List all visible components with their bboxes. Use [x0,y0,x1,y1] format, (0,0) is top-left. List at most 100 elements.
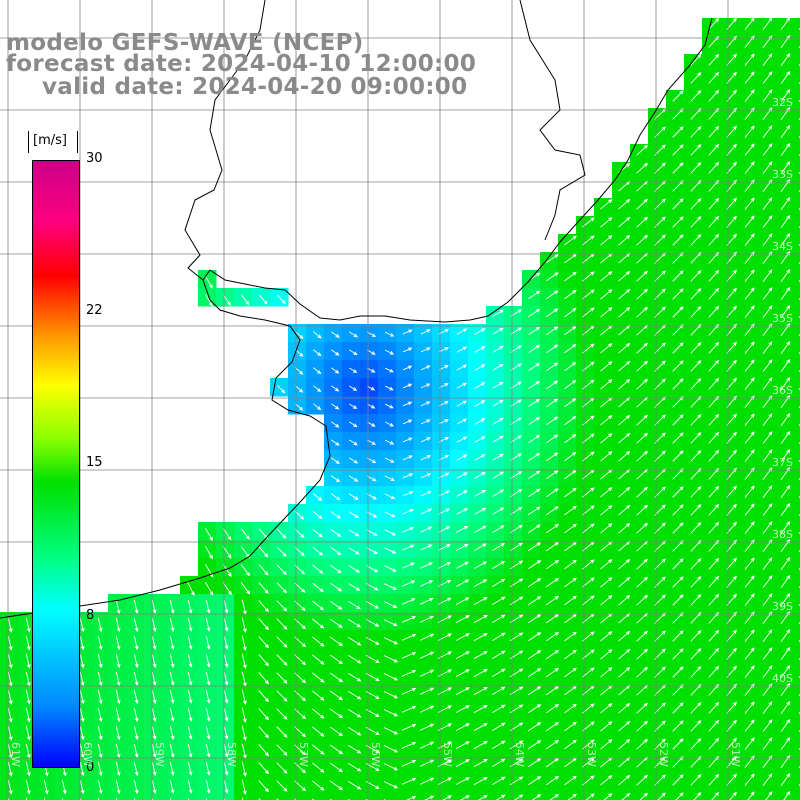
wind-arrow [419,723,435,731]
wind-arrow [312,493,323,501]
wind-arrow [528,381,541,389]
wind-arrow [708,521,720,534]
wind-arrow [708,89,720,102]
wind-arrow [169,617,175,633]
wind-arrow [455,651,470,659]
wind-arrow [780,124,791,139]
wind-arrow [690,449,702,462]
wind-arrow [133,653,139,669]
wind-arrow [672,270,684,282]
wind-arrow [294,510,305,520]
wind-cell [792,594,800,613]
wind-arrow [636,270,649,282]
wind-arrow [420,437,431,443]
wind-arrow [383,709,399,717]
wind-arrow [419,741,435,749]
wind-arrow [491,560,506,570]
wind-arrow [783,790,791,800]
wind-arrow [545,739,560,750]
wind-arrow [564,343,577,354]
wind-arrow [780,556,791,571]
wind-arrow [294,546,305,557]
wind-arrow [708,35,720,48]
wind-arrow [384,439,395,445]
wind-arrow [79,707,85,723]
wind-arrow [474,364,486,371]
wind-arrow [385,367,394,373]
wind-cell [792,90,800,109]
wind-arrow [491,632,506,642]
wind-arrow [527,776,542,786]
wind-arrow [276,582,288,594]
wind-arrow [97,635,103,651]
wind-arrow [762,557,773,570]
wind-arrow [456,543,469,551]
wind-arrow [401,741,417,749]
wind-arrow [618,630,631,642]
wind-arrow [329,780,344,791]
units-bracket [28,131,78,153]
wind-cell [792,180,800,199]
wind-arrow [473,776,488,786]
wind-arrow [115,725,121,741]
wind-arrow [258,744,269,757]
wind-arrow [349,421,358,428]
wind-arrow [762,773,773,786]
wind-arrow [585,793,595,800]
wind-arrow [258,294,268,305]
wind-cell [666,792,685,800]
wind-arrow [672,738,684,750]
wind-arrow [241,617,247,633]
wind-arrow [474,471,486,479]
wind-cell [792,774,800,793]
wind-arrow [455,777,470,785]
wind-arrow [401,705,417,713]
wind-arrow [474,454,486,461]
wind-arrow [473,614,488,624]
wind-arrow [690,521,702,534]
wind-arrow [204,545,214,560]
wind-arrow [690,71,702,84]
wind-arrow [672,522,684,534]
wind-arrow [402,455,413,461]
wind-arrow [473,579,488,587]
wind-arrow [402,544,415,551]
wind-cell [270,792,289,800]
wind-arrow [762,701,773,714]
wind-arrow [491,740,506,750]
wind-arrow [600,721,613,732]
wind-arrow [546,344,559,354]
wind-arrow [169,725,175,741]
wind-arrow [513,794,524,800]
wind-arrow [618,648,631,660]
wind-arrow [636,648,649,660]
wind-arrow [618,234,631,246]
wind-arrow [636,378,649,390]
wind-arrow [780,376,791,391]
wind-arrow [419,777,435,785]
wind-arrow [672,234,684,246]
wind-arrow [672,288,684,300]
wind-arrow [618,198,631,210]
wind-arrow [762,377,773,390]
wind-arrow [420,526,433,533]
wind-arrow [708,197,720,210]
wind-arrow [133,599,139,615]
wind-arrow [240,546,250,559]
wind-arrow [79,761,85,777]
wind-arrow [223,761,229,776]
wind-arrow [115,617,121,633]
wind-arrow [456,561,470,569]
wind-arrow [241,653,247,669]
wind-arrow [151,779,157,795]
wind-arrow [546,362,559,372]
wind-arrow [151,725,157,741]
wind-arrow [205,707,211,722]
wind-arrow [477,794,488,800]
wind-arrow [240,294,250,306]
wind-arrow [744,233,755,246]
wind-arrow [527,596,542,606]
lat-label: 37S [772,456,793,469]
